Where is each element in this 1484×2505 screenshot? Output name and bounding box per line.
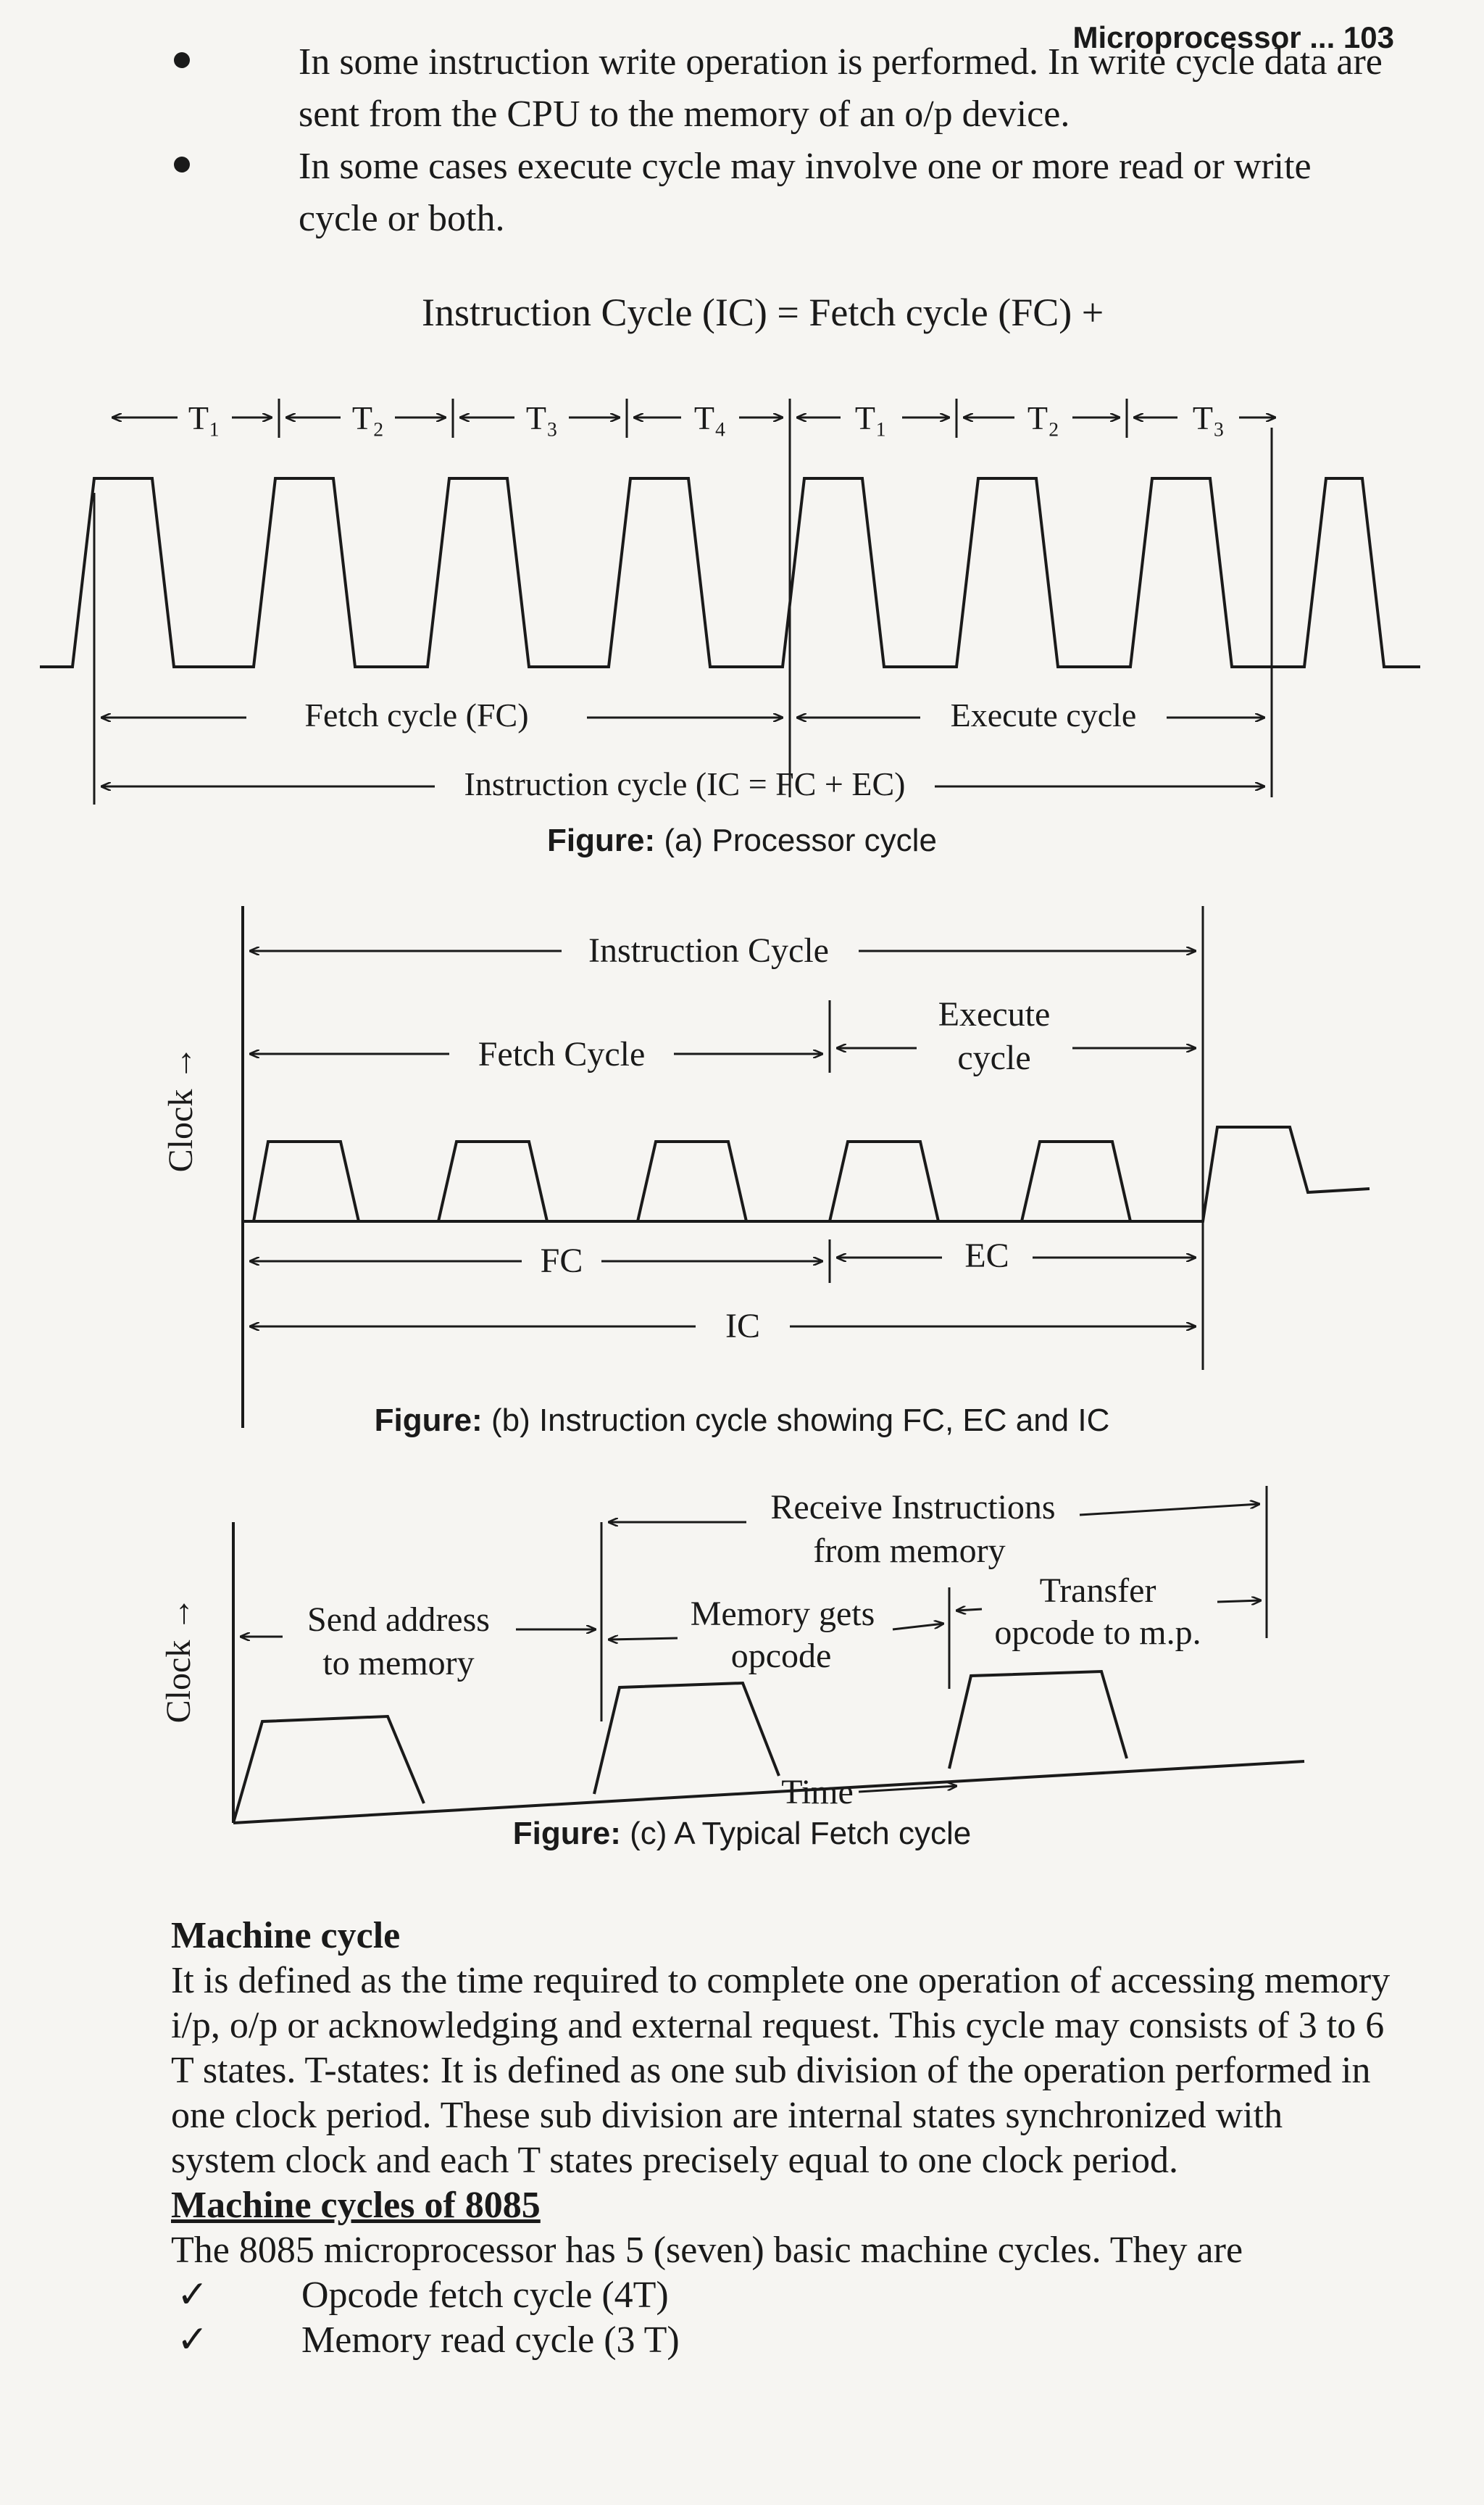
t-label: T₂ <box>1027 399 1059 436</box>
send-address-line1: Send address <box>307 1600 490 1639</box>
transfer-line2: opcode to m.p. <box>994 1613 1201 1652</box>
figure-b-svg: Instruction Cycle Fetch Cycle Execute cy… <box>162 906 1370 1428</box>
list-item-text: Memory read cycle (3 T) <box>301 2319 680 2361</box>
t-label: T₃ <box>1193 399 1225 436</box>
time-axis-label: Time <box>781 1773 854 1811</box>
bullet-list: In some instruction write operation is p… <box>174 36 1398 245</box>
receive-instructions-line1: Receive Instructions <box>770 1488 1055 1526</box>
caption-label: Figure: <box>547 823 656 858</box>
figure-c-caption: Figure: (c) A Typical Fetch cycle <box>0 1816 1484 1852</box>
figure-b: Instruction Cycle Fetch Cycle Execute cy… <box>0 892 1484 1428</box>
t-label: T₄ <box>694 399 726 436</box>
list-item: ✓ Memory read cycle (3 T) <box>171 2318 1396 2363</box>
list-item: ✓ Opcode fetch cycle (4T) <box>171 2273 1396 2318</box>
receive-instructions-line2: from memory <box>813 1532 1005 1570</box>
execute-label-line2: cycle <box>957 1039 1030 1077</box>
instruction-cycle-label: Instruction cycle (IC = FC + EC) <box>464 765 906 802</box>
machine-cycle-paragraph: It is defined as the time required to co… <box>171 1960 1391 2181</box>
bullet-item: In some cases execute cycle may involve … <box>174 141 1398 245</box>
bullet-text: In some instruction write operation is p… <box>299 41 1383 135</box>
t-label: T₁ <box>188 399 220 436</box>
fetch-cycle-label: Fetch Cycle <box>478 1035 646 1073</box>
checkmark-icon: ✓ <box>177 2319 209 2361</box>
bullet-text: In some cases execute cycle may involve … <box>299 146 1312 239</box>
instruction-cycle-label: Instruction Cycle <box>588 931 829 970</box>
t-label: T₁ <box>855 399 887 436</box>
clock-axis-label: Clock → <box>159 1597 198 1724</box>
t-label: T₂ <box>352 399 384 436</box>
ec-label: EC <box>964 1237 1009 1275</box>
figure-a: T₁ T₂ T₃ T₄ T₁ T₂ T₃ Fetch cycle (FC) Ex… <box>0 362 1484 855</box>
caption-label: Figure: <box>512 1816 621 1851</box>
caption-label: Figure: <box>374 1403 483 1438</box>
equation: Instruction Cycle (IC) = Fetch cycle (FC… <box>422 291 1104 334</box>
bullet-icon <box>174 157 190 173</box>
machine-cycles-8085-heading: Machine cycles of 8085 <box>171 2185 541 2226</box>
clock-axis-label: Clock → <box>162 1046 200 1173</box>
caption-text: (b) Instruction cycle showing FC, EC and… <box>491 1403 1110 1438</box>
send-address-line2: to memory <box>322 1644 474 1682</box>
machine-cycle-heading: Machine cycle <box>171 1915 401 1956</box>
memory-gets-line2: opcode <box>731 1637 832 1675</box>
figure-a-svg: T₁ T₂ T₃ T₄ T₁ T₂ T₃ Fetch cycle (FC) Ex… <box>40 399 1420 805</box>
checkmark-icon: ✓ <box>177 2275 209 2316</box>
transfer-line1: Transfer <box>1040 1571 1156 1610</box>
figure-c: Receive Instructions from memory Send ad… <box>0 1457 1484 1841</box>
execute-cycle-label: Execute cycle <box>951 697 1137 734</box>
t-label: T₃ <box>526 399 558 436</box>
caption-text: (c) A Typical Fetch cycle <box>630 1816 972 1851</box>
fetch-cycle-label: Fetch cycle (FC) <box>304 697 528 734</box>
clock-pulses <box>243 1126 1370 1223</box>
fc-label: FC <box>541 1242 583 1280</box>
figure-a-caption: Figure: (a) Processor cycle <box>0 823 1484 859</box>
figure-b-caption: Figure: (b) Instruction cycle showing FC… <box>0 1403 1484 1439</box>
figure-c-svg: Receive Instructions from memory Send ad… <box>159 1486 1305 1824</box>
clock-waveform <box>40 477 1420 668</box>
caption-text: (a) Processor cycle <box>664 823 937 858</box>
ic-label: IC <box>725 1307 760 1345</box>
page-header: Microprocessor ... 103 <box>1072 20 1394 54</box>
machine-cycle-section: Machine cycle It is defined as the time … <box>171 1914 1396 2363</box>
list-item-text: Opcode fetch cycle (4T) <box>301 2275 669 2316</box>
clock-pulses <box>232 1714 425 1824</box>
bullet-item: In some instruction write operation is p… <box>174 36 1398 141</box>
memory-gets-line1: Memory gets <box>691 1595 875 1633</box>
machine-cycles-intro: The 8085 microprocessor has 5 (seven) ba… <box>171 2230 1243 2271</box>
execute-label-line1: Execute <box>938 995 1051 1034</box>
bullet-icon <box>174 52 190 68</box>
